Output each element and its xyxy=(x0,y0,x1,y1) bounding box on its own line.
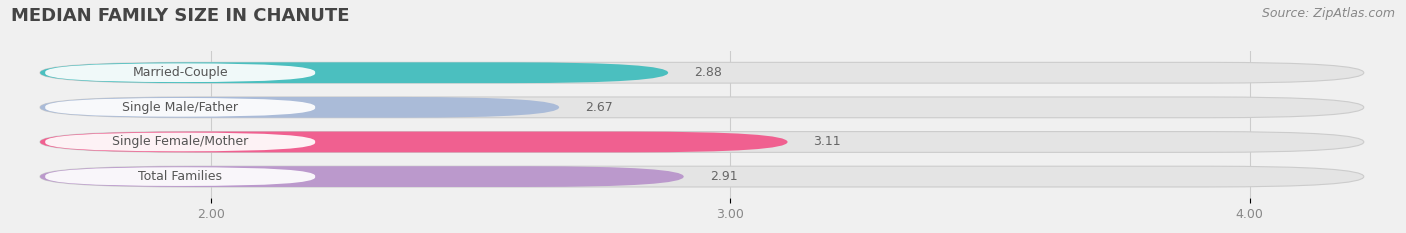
Text: Source: ZipAtlas.com: Source: ZipAtlas.com xyxy=(1261,7,1395,20)
Text: 2.67: 2.67 xyxy=(585,101,613,114)
Text: 3.11: 3.11 xyxy=(814,135,841,148)
FancyBboxPatch shape xyxy=(39,132,1364,152)
FancyBboxPatch shape xyxy=(45,133,315,151)
Text: Married-Couple: Married-Couple xyxy=(132,66,228,79)
Text: 2.88: 2.88 xyxy=(695,66,723,79)
FancyBboxPatch shape xyxy=(39,166,1364,187)
FancyBboxPatch shape xyxy=(45,98,315,117)
FancyBboxPatch shape xyxy=(39,166,683,187)
FancyBboxPatch shape xyxy=(39,97,1364,118)
Text: MEDIAN FAMILY SIZE IN CHANUTE: MEDIAN FAMILY SIZE IN CHANUTE xyxy=(11,7,350,25)
Text: 2.91: 2.91 xyxy=(710,170,737,183)
Text: Total Families: Total Families xyxy=(138,170,222,183)
FancyBboxPatch shape xyxy=(39,62,668,83)
FancyBboxPatch shape xyxy=(45,167,315,186)
Text: Single Male/Father: Single Male/Father xyxy=(122,101,238,114)
Text: Single Female/Mother: Single Female/Mother xyxy=(112,135,249,148)
FancyBboxPatch shape xyxy=(45,63,315,82)
FancyBboxPatch shape xyxy=(39,97,560,118)
FancyBboxPatch shape xyxy=(39,62,1364,83)
FancyBboxPatch shape xyxy=(39,132,787,152)
